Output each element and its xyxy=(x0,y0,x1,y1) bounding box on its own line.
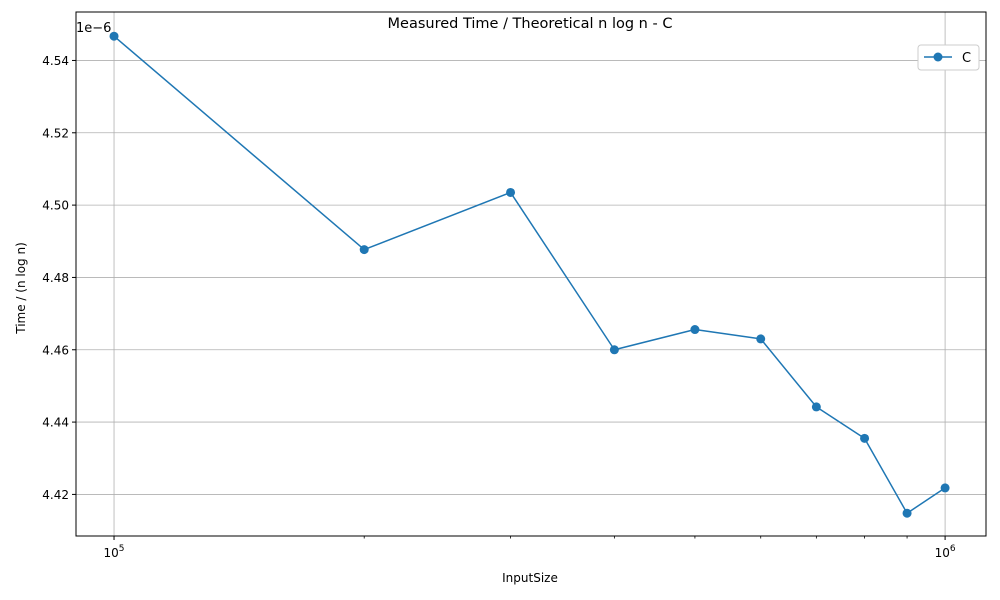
y-tick-label: 4.50 xyxy=(42,199,69,213)
data-point xyxy=(902,508,912,518)
data-series xyxy=(109,31,950,518)
series-line xyxy=(113,35,946,514)
y-tick-label: 4.46 xyxy=(42,343,69,357)
data-point xyxy=(359,245,369,255)
plot-frame xyxy=(75,11,987,537)
chart-title: Measured Time / Theoretical n log n - C xyxy=(388,16,673,32)
x-tick-label: 105 xyxy=(104,544,125,560)
tick-labels: 4.42 4.44 4.46 4.48 4.50 4.52 4.54 105 106 xyxy=(42,54,956,560)
data-point xyxy=(811,402,821,412)
y-tick-label: 4.42 xyxy=(42,488,69,502)
y-tick-label: 4.44 xyxy=(42,416,69,430)
data-point xyxy=(756,334,766,344)
data-point xyxy=(940,483,950,493)
legend-marker-swatch xyxy=(933,52,943,62)
data-point xyxy=(609,345,619,355)
legend: C xyxy=(917,44,980,71)
y-tick-label: 4.52 xyxy=(42,126,69,140)
x-tick-label: 106 xyxy=(935,544,956,560)
data-point xyxy=(690,325,700,335)
y-offset-label: 1e−6 xyxy=(76,21,111,36)
y-tick-label: 4.48 xyxy=(42,271,69,285)
y-tick-label: 4.54 xyxy=(42,54,69,68)
axes xyxy=(75,11,987,537)
legend-label: C xyxy=(962,51,971,66)
y-axis-label: Time / (n log n) xyxy=(14,242,28,335)
data-point xyxy=(506,187,516,197)
data-point xyxy=(860,433,870,443)
x-axis-label: InputSize xyxy=(502,571,558,585)
data-point xyxy=(109,31,119,41)
